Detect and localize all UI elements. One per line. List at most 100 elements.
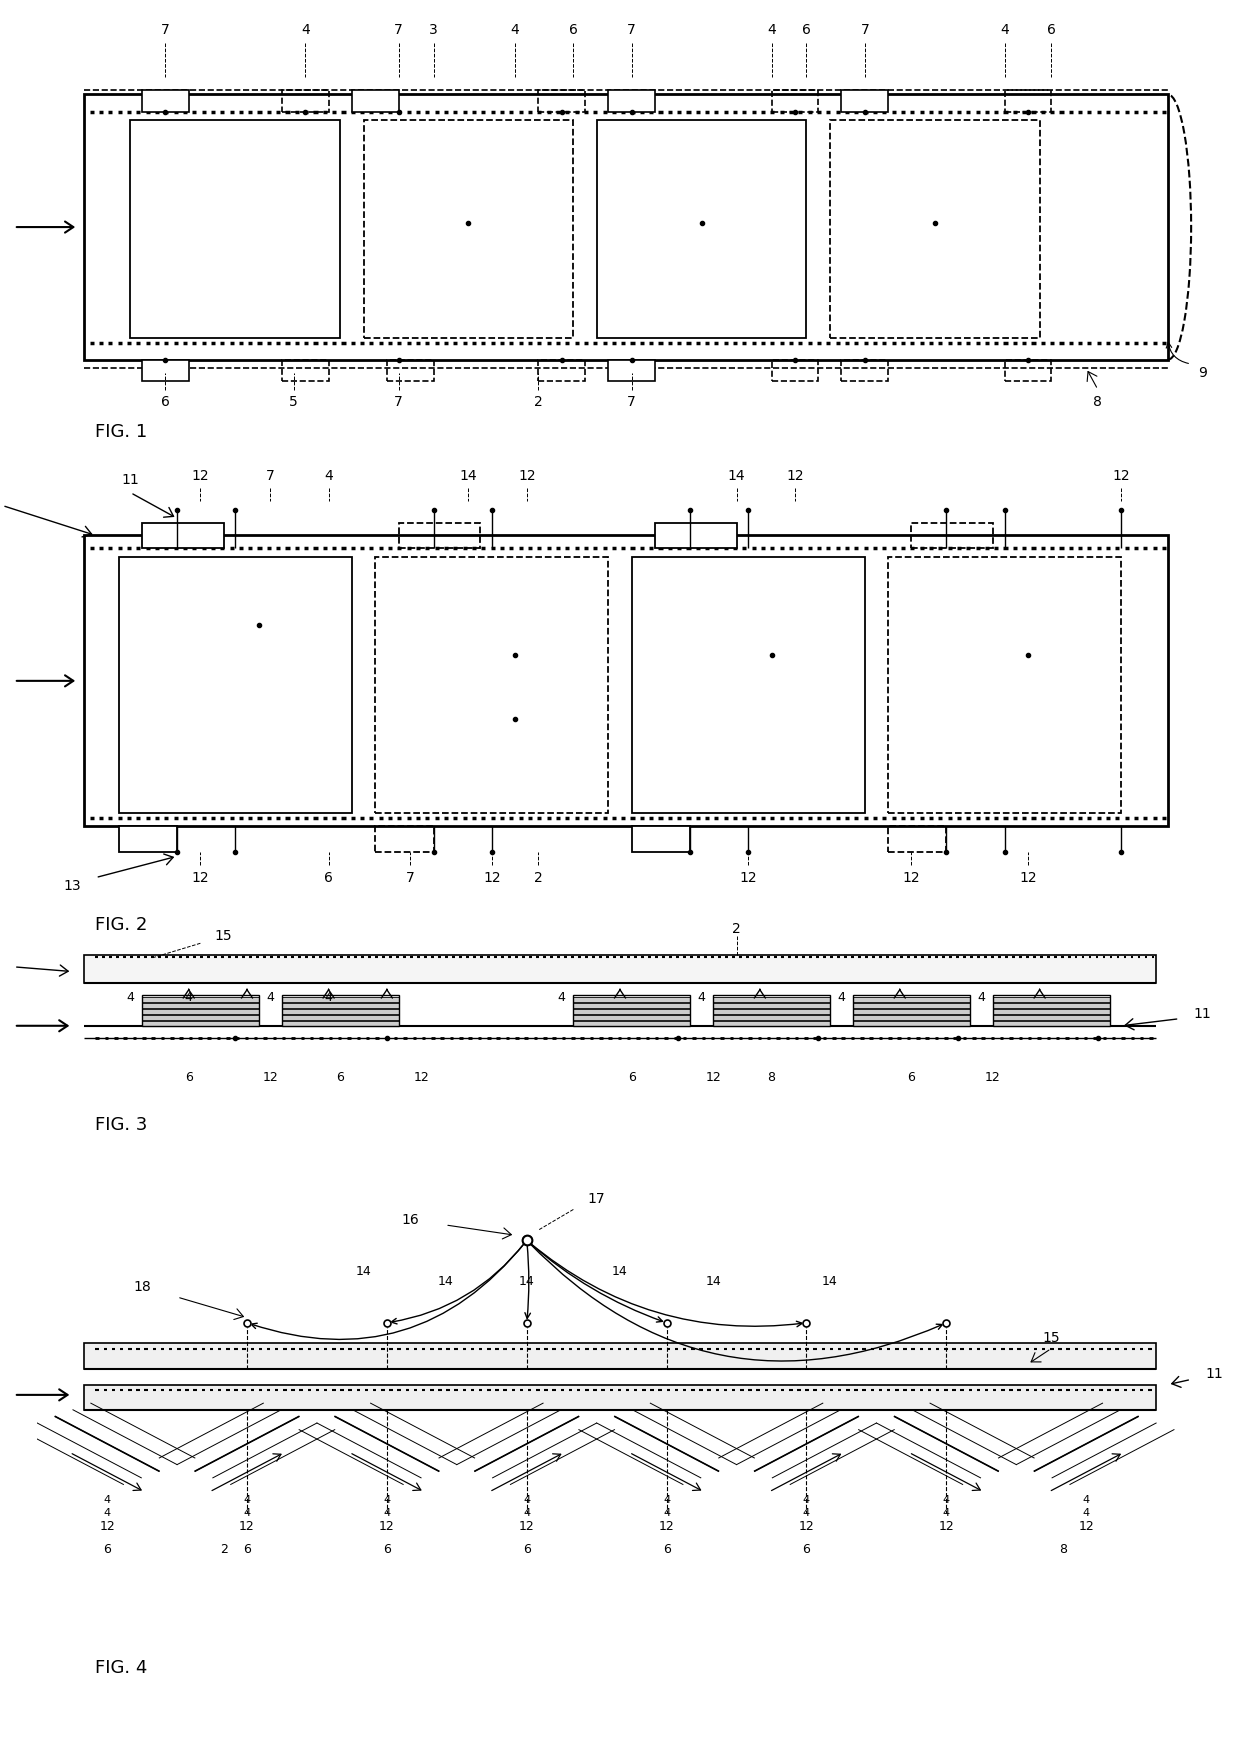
Text: 4: 4	[325, 992, 332, 1004]
Bar	[143, 995, 259, 1027]
Text: 4: 4	[126, 992, 134, 1004]
Bar	[609, 91, 655, 112]
Text: 6: 6	[1047, 23, 1055, 37]
Text: 4: 4	[267, 992, 274, 1004]
Bar	[853, 1021, 970, 1027]
Bar	[281, 997, 398, 1002]
Text: 4: 4	[324, 468, 334, 482]
Bar	[993, 1014, 1110, 1020]
Text: 4: 4	[663, 1496, 670, 1505]
Text: 6: 6	[523, 1543, 531, 1556]
Bar	[573, 1009, 689, 1014]
Bar	[1004, 360, 1052, 381]
Text: 7: 7	[861, 23, 869, 37]
Bar	[888, 557, 1121, 814]
Text: 12: 12	[903, 871, 920, 885]
Text: 4: 4	[942, 1496, 950, 1505]
Bar	[143, 1004, 259, 1007]
Text: 12: 12	[99, 1519, 115, 1533]
Bar	[655, 522, 737, 548]
Bar	[119, 557, 352, 814]
Bar	[84, 955, 1156, 983]
Text: 6: 6	[383, 1543, 391, 1556]
Bar	[853, 1014, 970, 1020]
Text: 6: 6	[161, 395, 170, 410]
Bar	[143, 91, 188, 112]
Bar	[1004, 91, 1052, 112]
Bar	[281, 1021, 398, 1027]
Text: 12: 12	[518, 468, 536, 482]
Text: 4: 4	[804, 1496, 810, 1505]
Bar	[130, 120, 340, 339]
Text: 11: 11	[1194, 1007, 1211, 1021]
Text: 4: 4	[768, 23, 776, 37]
Bar	[119, 826, 177, 852]
Text: 14: 14	[728, 468, 745, 482]
Bar	[853, 1009, 970, 1014]
Text: 12: 12	[482, 871, 501, 885]
Bar	[573, 1014, 689, 1020]
Text: 6: 6	[569, 23, 578, 37]
Bar	[281, 360, 329, 381]
Bar	[84, 94, 1168, 360]
Text: 7: 7	[627, 395, 636, 410]
Text: 14: 14	[706, 1275, 722, 1289]
Text: 9: 9	[1198, 365, 1208, 379]
Text: 4: 4	[243, 1509, 250, 1519]
Text: 17: 17	[588, 1193, 605, 1206]
Bar	[143, 360, 188, 381]
Text: 12: 12	[191, 468, 210, 482]
Bar	[713, 1014, 830, 1020]
Text: 4: 4	[558, 992, 565, 1004]
Bar	[352, 91, 398, 112]
Text: 7: 7	[394, 395, 403, 410]
Bar	[993, 1021, 1110, 1027]
Bar	[631, 826, 689, 852]
Text: 7: 7	[627, 23, 636, 37]
Text: 4: 4	[301, 23, 310, 37]
Bar	[143, 1021, 259, 1027]
Text: 7: 7	[405, 871, 414, 885]
Text: 12: 12	[191, 871, 210, 885]
Bar	[993, 1009, 1110, 1014]
Text: 12: 12	[414, 1070, 430, 1084]
Bar	[143, 522, 223, 548]
Text: 4: 4	[523, 1496, 531, 1505]
Text: 12: 12	[518, 1519, 534, 1533]
Text: 2: 2	[534, 871, 543, 885]
Text: 4: 4	[1083, 1496, 1090, 1505]
Text: 18: 18	[133, 1280, 151, 1294]
Text: 4: 4	[1083, 1509, 1090, 1519]
Bar	[538, 360, 585, 381]
Text: 4: 4	[977, 992, 986, 1004]
Bar	[387, 360, 434, 381]
Text: 5: 5	[289, 395, 298, 410]
Text: 4: 4	[1001, 23, 1009, 37]
Text: FIG. 3: FIG. 3	[95, 1116, 148, 1133]
Text: 4: 4	[243, 1496, 250, 1505]
Bar	[911, 522, 993, 548]
Bar	[842, 91, 888, 112]
Text: 2: 2	[732, 922, 742, 936]
Text: FIG. 2: FIG. 2	[95, 915, 148, 934]
Bar	[631, 557, 864, 814]
Text: 14: 14	[518, 1275, 534, 1289]
Text: 12: 12	[786, 468, 804, 482]
Bar	[281, 91, 329, 112]
Text: 4: 4	[383, 1496, 391, 1505]
Bar	[713, 1021, 830, 1027]
Text: 14: 14	[613, 1264, 627, 1278]
Bar	[538, 91, 585, 112]
Text: 4: 4	[837, 992, 846, 1004]
Text: 8: 8	[1059, 1543, 1066, 1556]
Text: FIG. 1: FIG. 1	[95, 423, 148, 442]
Bar	[84, 1385, 1156, 1411]
Text: 4: 4	[104, 1509, 110, 1519]
Bar	[771, 91, 818, 112]
Text: 2: 2	[219, 1543, 228, 1556]
Bar	[376, 826, 434, 852]
Text: 14: 14	[822, 1275, 838, 1289]
Text: 11: 11	[1205, 1367, 1224, 1381]
Bar	[143, 997, 259, 1002]
Text: 14: 14	[356, 1264, 372, 1278]
